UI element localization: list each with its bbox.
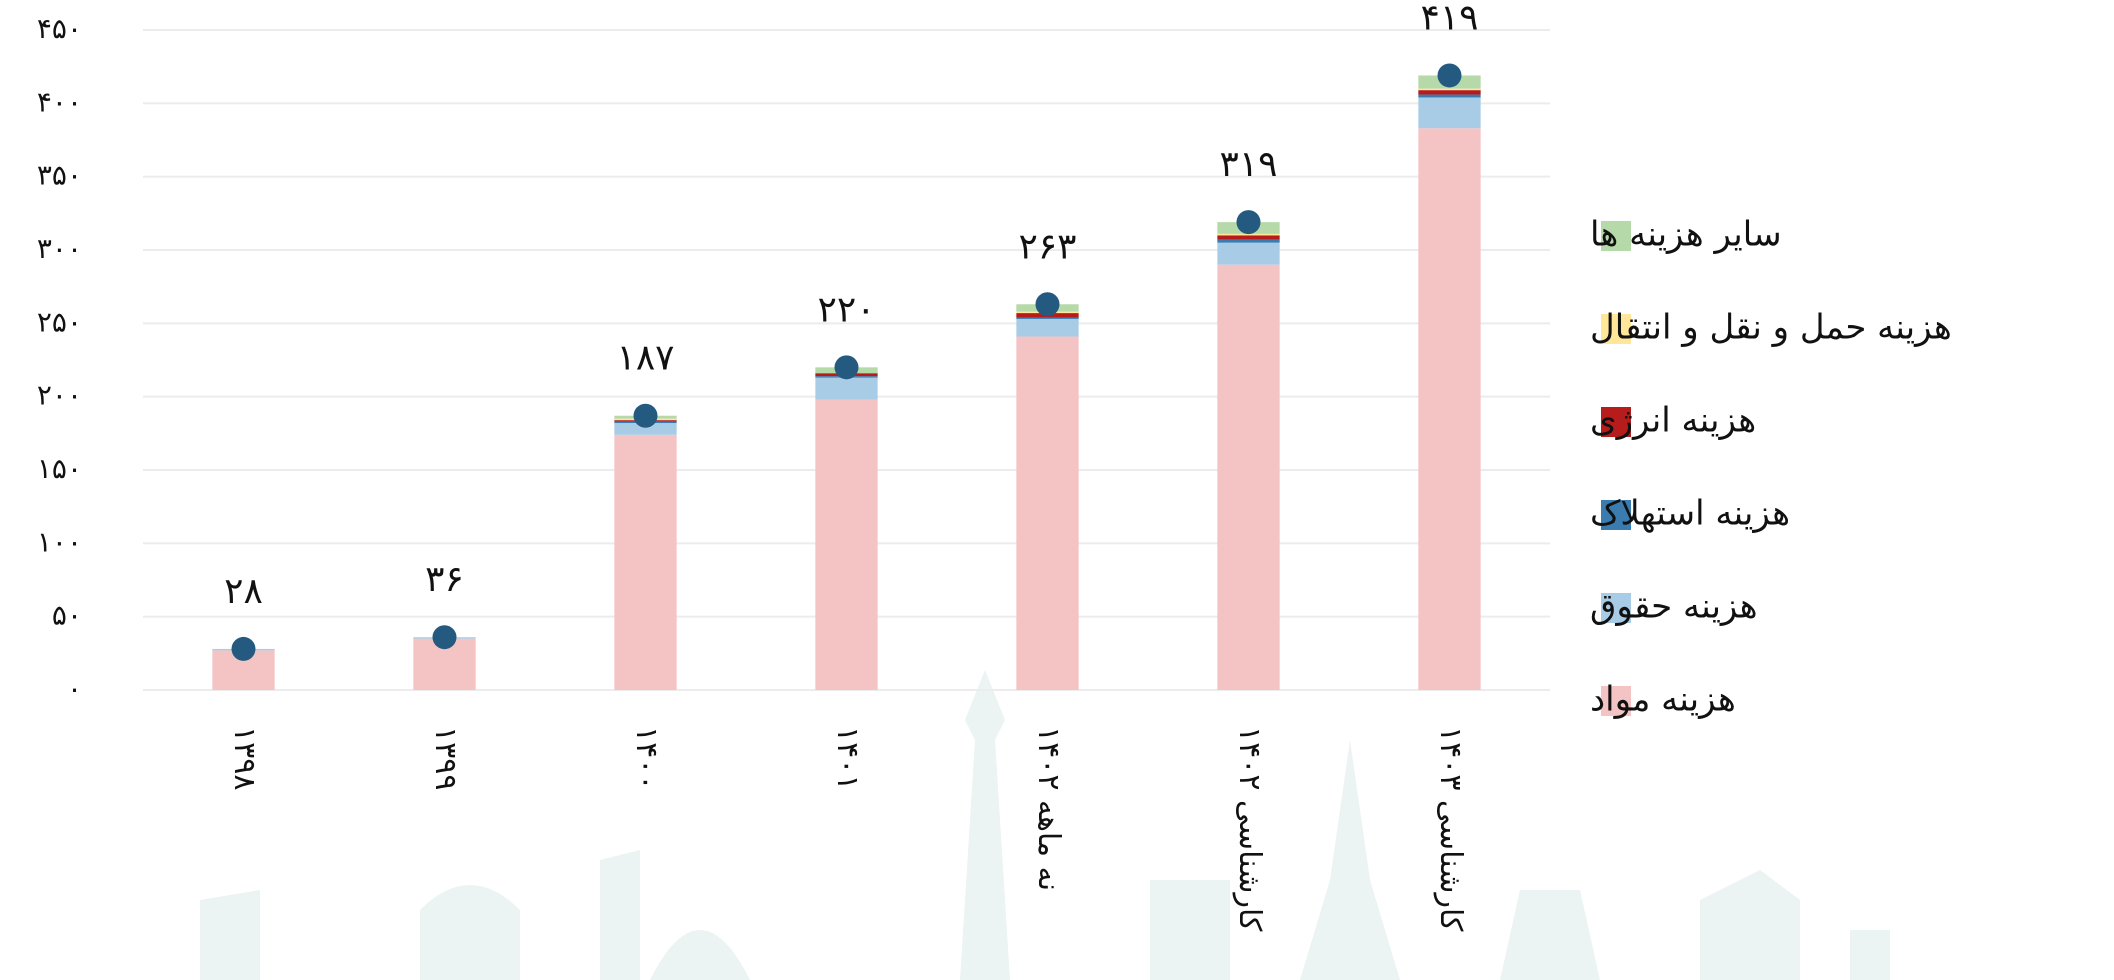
y-tick-label: ۳۰۰ xyxy=(37,232,82,265)
total-marker xyxy=(1237,210,1261,234)
x-tick-label: ۱۴۰۲ کارشناسی xyxy=(1232,726,1267,932)
y-tick-label: ۵۰ xyxy=(52,599,82,632)
bar-segment xyxy=(1418,90,1480,94)
y-tick-label: ۱۰۰ xyxy=(37,525,82,558)
bar-segment xyxy=(1418,128,1480,690)
bar-segment xyxy=(1016,337,1078,690)
y-tick-label: ۴۰۰ xyxy=(37,85,82,118)
bar-segment xyxy=(1418,89,1480,90)
chart: ۰ ۵۰ ۱۰۰ ۱۵۰ ۲۰۰ ۲۵۰ ۳۰۰ ۳۵۰ ۴۰۰ ۴۵۰ ۲۸ ۱۳۹۸ ۳۶ ۱۳۹۹ ۱… xyxy=(0,0,2114,980)
bar-segment xyxy=(614,435,676,690)
legend-label: هزینه مواد xyxy=(1590,680,1736,720)
total-label: ۳۱۹ xyxy=(1219,144,1277,185)
total-label: ۲۲۰ xyxy=(817,289,875,330)
y-tick-label: ۳۵۰ xyxy=(37,159,82,192)
y-tick-label: ۰ xyxy=(67,672,82,705)
x-tick-label: ۱۳۹۹ xyxy=(428,726,463,790)
total-marker xyxy=(1438,63,1462,87)
total-marker xyxy=(634,404,658,428)
bar-segment xyxy=(1418,95,1480,98)
legend-label: هزینه انرژی xyxy=(1590,401,1756,441)
bar-segment xyxy=(1217,240,1279,243)
total-label: ۴۱۹ xyxy=(1420,0,1478,38)
x-tick-label: ۱۳۹۸ xyxy=(227,726,262,790)
total-marker xyxy=(232,637,256,661)
total-marker xyxy=(835,355,859,379)
total-label: ۳۶ xyxy=(425,559,464,600)
legend-label: سایر هزینه ها xyxy=(1590,215,1782,255)
bar-segment xyxy=(1418,97,1480,128)
y-tick-label: ۲۵۰ xyxy=(37,305,82,338)
total-label: ۲۸ xyxy=(224,571,263,612)
x-tick-label: ۱۴۰۲ نه ماهه xyxy=(1031,726,1066,891)
total-label: ۱۸۷ xyxy=(616,338,674,379)
bar-segment xyxy=(1217,243,1279,265)
bar-segment xyxy=(1016,319,1078,337)
total-label: ۲۶۳ xyxy=(1018,226,1076,267)
x-tick-label: ۱۴۰۱ xyxy=(830,726,865,790)
y-tick-label: ۲۰۰ xyxy=(37,379,82,412)
x-tick-label: ۱۴۰۳ کارشناسی xyxy=(1433,726,1468,932)
bar-segment xyxy=(1217,235,1279,239)
y-tick-label: ۴۵۰ xyxy=(37,12,82,45)
legend-label: هزینه حمل و نقل و انتقال xyxy=(1590,308,1952,348)
y-tick-label: ۱۵۰ xyxy=(37,452,82,485)
bar-segment xyxy=(815,400,877,690)
bar-segment xyxy=(815,378,877,400)
legend-label: هزینه استهلاک xyxy=(1590,494,1790,534)
x-tick-label: ۱۴۰۰ xyxy=(629,726,664,790)
bar-segment xyxy=(1016,317,1078,318)
bar-segment xyxy=(1217,265,1279,690)
total-marker xyxy=(1036,292,1060,316)
total-marker xyxy=(433,625,457,649)
legend-label: هزینه حقوق xyxy=(1590,587,1758,627)
